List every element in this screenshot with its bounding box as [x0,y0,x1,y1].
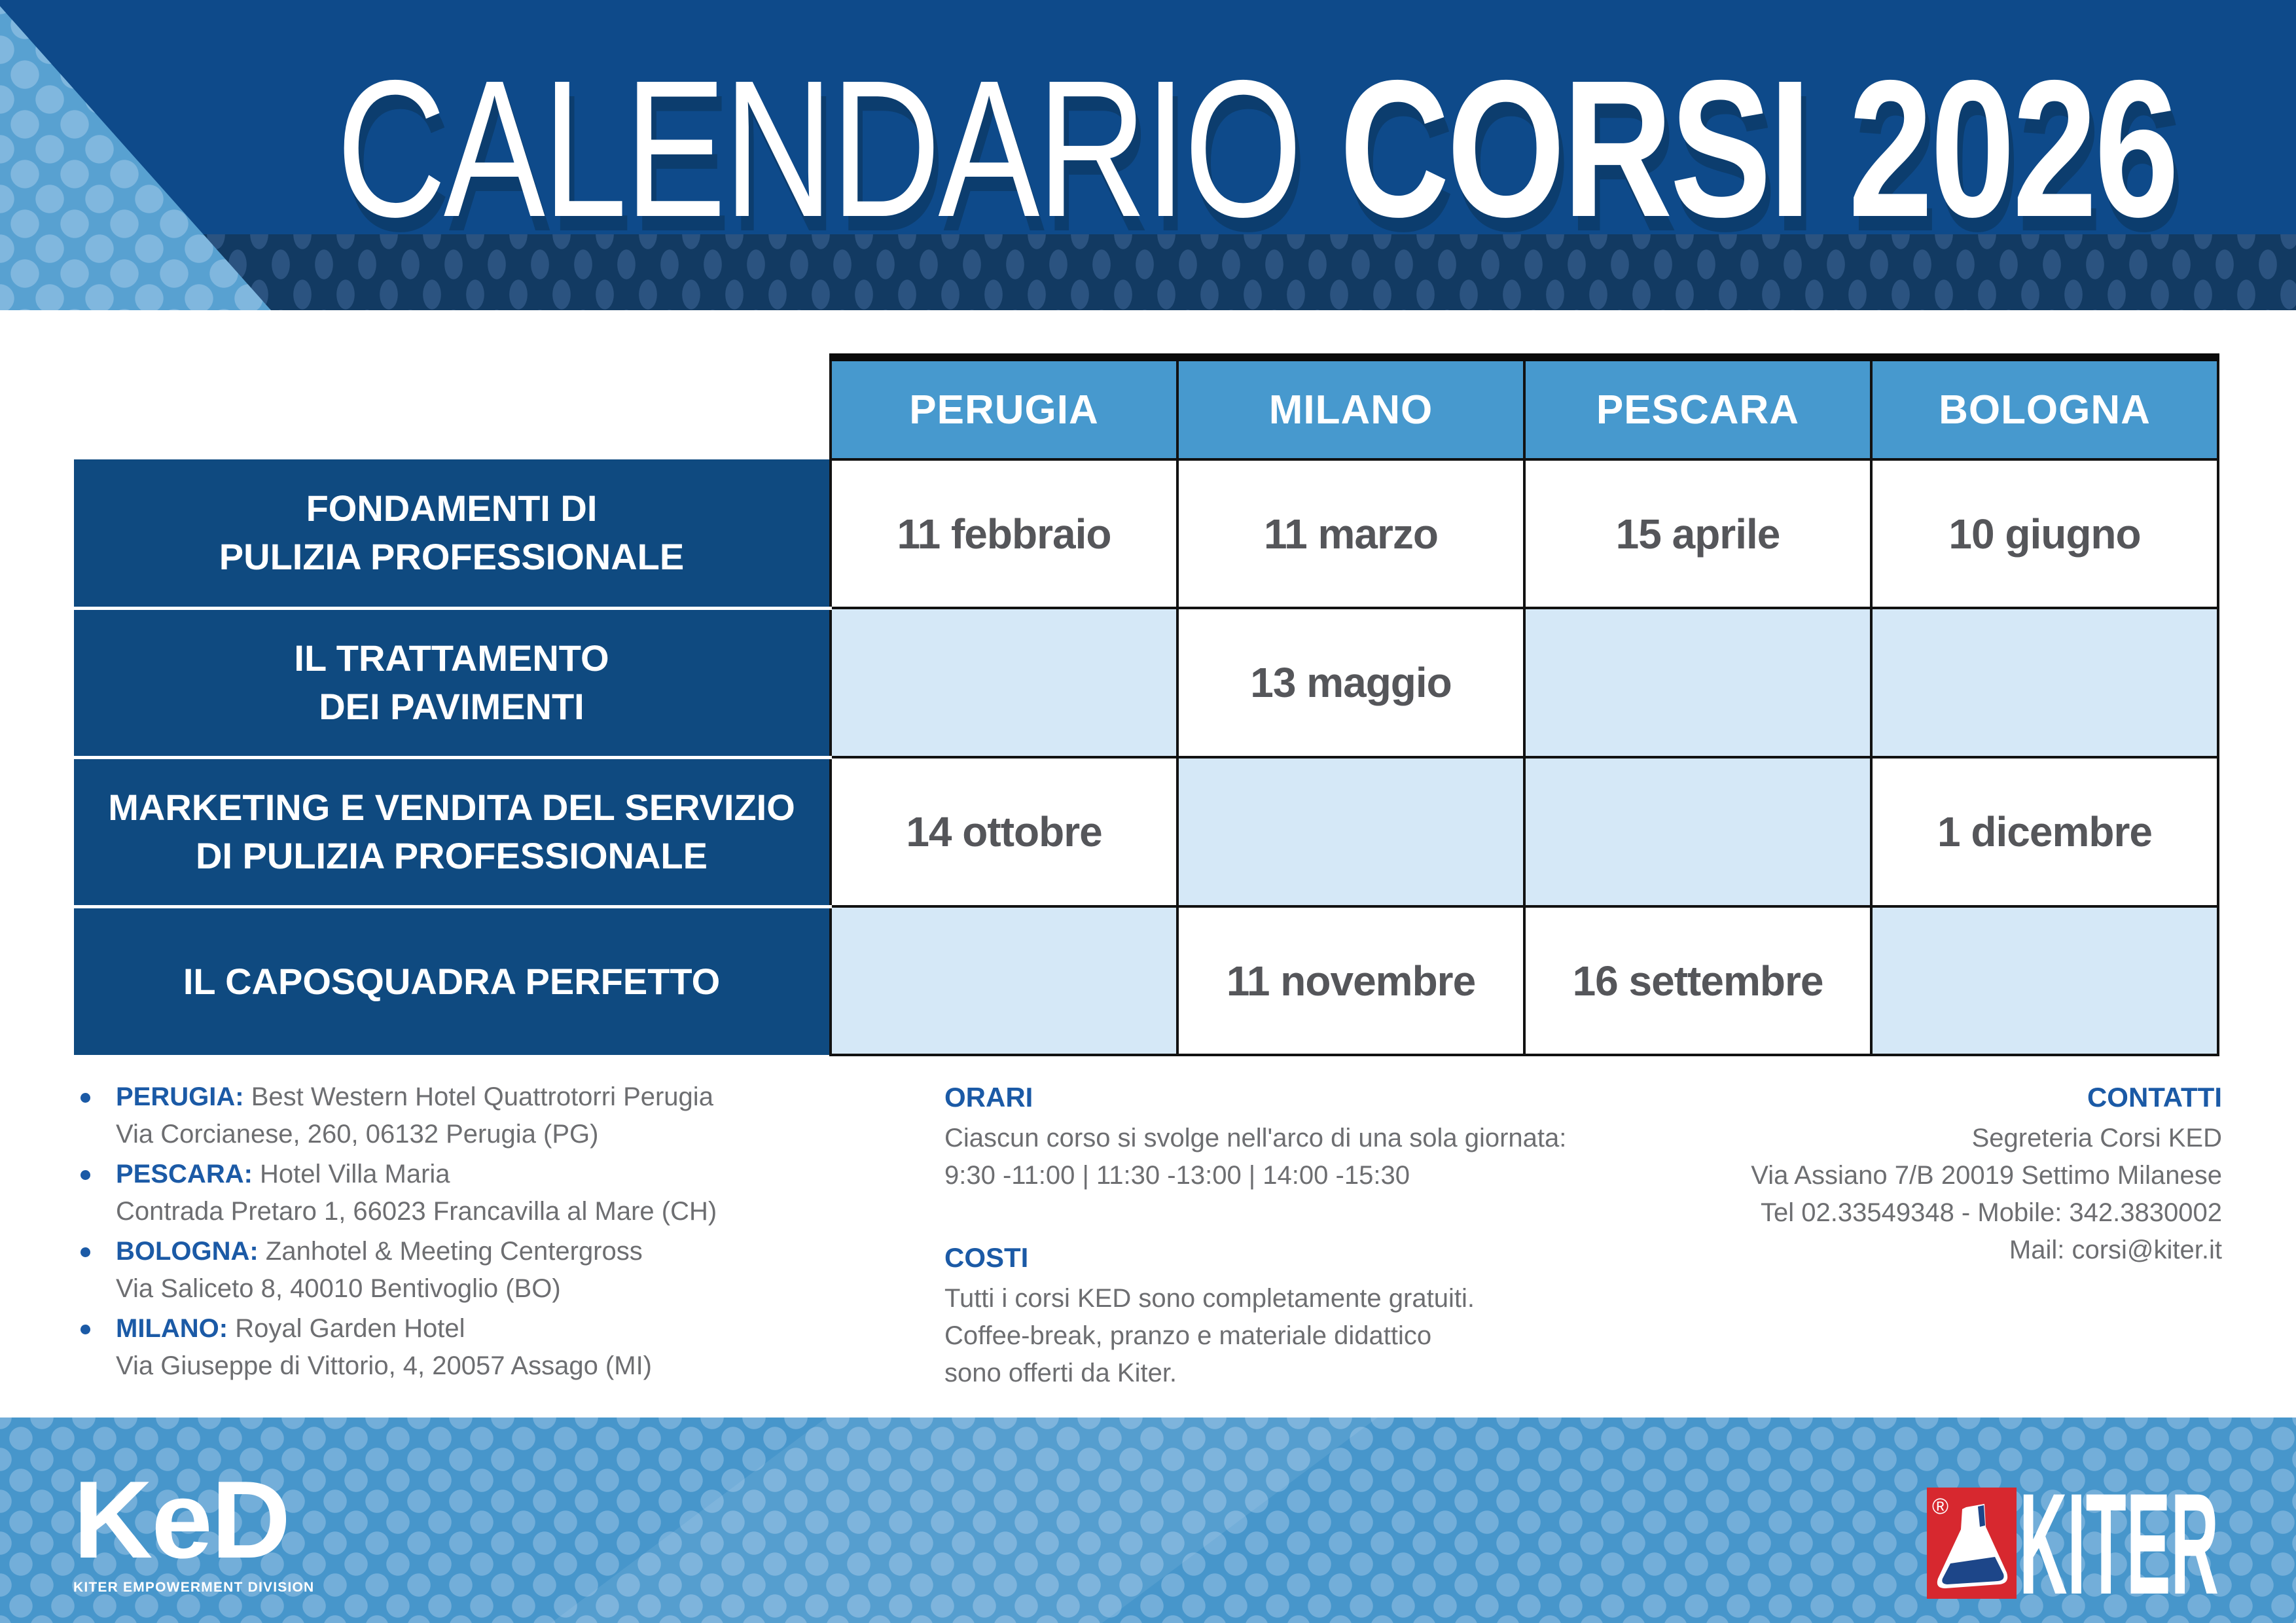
city-header-milano: MILANO [1176,353,1526,461]
costi-block: COSTI Tutti i corsi KED sono completamen… [944,1239,1619,1392]
city-header-perugia: PERUGIA [829,353,1179,461]
ked-logo: KeD KITER EMPOWERMENT DIVISION [73,1465,314,1596]
course-line: DEI PAVIMENTI [319,686,584,727]
location-item-perugia: PERUGIA: Best Western Hotel Quattrotorri… [75,1079,906,1153]
contatti-line: Via Assiano 7/B 20019 Settimo Milanese [1751,1161,2222,1190]
contatti-line: Mail: corsi@kiter.it [2009,1236,2222,1264]
date-cell-empty [1176,756,1526,908]
table-row: MARKETING E VENDITA DEL SERVIZIO DI PULI… [74,755,2219,908]
header-banner: CALENDARIO CORSI 2026 [0,0,2296,310]
location-city-label: PESCARA: [116,1160,253,1188]
city-header-row: PERUGIA MILANO PESCARA BOLOGNA [74,353,2219,461]
location-venue: Zanhotel & Meeting Centergross [265,1237,643,1266]
contatti-line: Segreteria Corsi KED [1971,1124,2222,1152]
date-cell: 13 maggio [1176,607,1526,758]
date-cell: 14 ottobre [829,756,1179,908]
orari-heading: ORARI [944,1082,1033,1113]
orari-block: ORARI Ciascun corso si svolge nell'arco … [944,1079,1619,1194]
page-title-bold: CORSI 2026 [1339,40,2179,258]
location-venue: Best Western Hotel Quattrotorri Perugia [251,1082,713,1111]
date-cell: 11 marzo [1176,458,1526,609]
costi-line: Coffee-break, pranzo e materiale didatti… [944,1321,1432,1350]
date-cell: 1 dicembre [1870,756,2219,908]
contatti-line: Tel 02.33549348 - Mobile: 342.3830002 [1761,1198,2222,1227]
city-header-bologna: BOLOGNA [1870,353,2219,461]
course-line: FONDAMENTI DI [306,488,598,529]
header-dotted-band [0,234,2296,310]
date-cell-empty [829,607,1179,758]
date-cell-empty [1523,756,1873,908]
orari-times: 9:30 -11:00 | 11:30 -13:00 | 14:00 -15:3… [944,1161,1410,1190]
table-corner-spacer [74,357,831,459]
contatti-heading: CONTATTI [2087,1082,2222,1113]
course-line: IL CAPOSQUADRA PERFETTO [183,960,721,1002]
course-cell: MARKETING E VENDITA DEL SERVIZIO DI PULI… [74,755,831,908]
costi-heading: COSTI [944,1242,1029,1273]
location-item-bologna: BOLOGNA: Zanhotel & Meeting Centergross … [75,1233,906,1308]
location-city-label: MILANO: [116,1314,228,1343]
page-title: CALENDARIO CORSI 2026 [336,50,2179,249]
location-venue: Hotel Villa Maria [260,1160,450,1188]
costi-line: Tutti i corsi KED sono completamente gra… [944,1284,1475,1313]
city-header-pescara: PESCARA [1523,353,1873,461]
costi-line: sono offerti da Kiter. [944,1359,1177,1387]
kiter-flask-icon: ® [1927,1488,2017,1599]
date-cell: 16 settembre [1523,905,1873,1056]
registered-mark: ® [1932,1494,1948,1519]
location-address: Via Corcianese, 260, 06132 Perugia (PG) [116,1120,599,1149]
location-item-pescara: PESCARA: Hotel Villa Maria Contrada Pret… [75,1156,906,1230]
course-line: DI PULIZIA PROFESSIONALE [196,835,708,876]
ked-logo-text: KeD [73,1458,291,1581]
table-row: IL TRATTAMENTO DEI PAVIMENTI 13 maggio [74,606,2219,759]
location-address: Via Saliceto 8, 40010 Bentivoglio (BO) [116,1274,561,1303]
date-cell: 15 aprile [1523,458,1873,609]
date-cell-empty [1523,607,1873,758]
course-cell: IL TRATTAMENTO DEI PAVIMENTI [74,606,831,759]
location-item-milano: MILANO: Royal Garden Hotel Via Giuseppe … [75,1310,906,1385]
kiter-logo-text: KITER [2019,1486,2219,1603]
table-row: IL CAPOSQUADRA PERFETTO 11 novembre 16 s… [74,904,2219,1056]
location-address: Contrada Pretaro 1, 66023 Francavilla al… [116,1197,717,1226]
course-line: IL TRATTAMENTO [294,637,609,679]
location-venue: Royal Garden Hotel [235,1314,465,1343]
course-calendar-table: PERUGIA MILANO PESCARA BOLOGNA FONDAMENT… [74,353,2219,1056]
contacts-block: CONTATTI Segreteria Corsi KED Via Assian… [1581,1079,2222,1269]
kiter-logo: KITER [2019,1463,2229,1623]
table-row: FONDAMENTI DI PULIZIA PROFESSIONALE 11 f… [74,458,2219,610]
date-cell-empty [1870,905,2219,1056]
ked-logo-subtitle: KITER EMPOWERMENT DIVISION [73,1580,315,1595]
date-cell-empty [829,905,1179,1056]
page-title-light: CALENDARIO [336,40,1340,258]
course-cell: IL CAPOSQUADRA PERFETTO [74,904,831,1055]
date-cell: 11 febbraio [829,458,1179,609]
schedule-and-costs: ORARI Ciascun corso si svolge nell'arco … [944,1079,1619,1392]
location-city-label: PERUGIA: [116,1082,244,1111]
date-cell: 10 giugno [1870,458,2219,609]
location-address: Via Giuseppe di Vittorio, 4, 20057 Assag… [116,1351,653,1380]
course-line: PULIZIA PROFESSIONALE [219,536,685,578]
date-cell-empty [1870,607,2219,758]
location-city-label: BOLOGNA: [116,1237,259,1266]
course-cell: FONDAMENTI DI PULIZIA PROFESSIONALE [74,459,831,610]
footer-banner [0,1418,2296,1623]
course-line: MARKETING E VENDITA DEL SERVIZIO [108,787,795,828]
locations-list: PERUGIA: Best Western Hotel Quattrotorri… [75,1079,906,1387]
date-cell: 11 novembre [1176,905,1526,1056]
orari-description: Ciascun corso si svolge nell'arco di una… [944,1124,1567,1152]
